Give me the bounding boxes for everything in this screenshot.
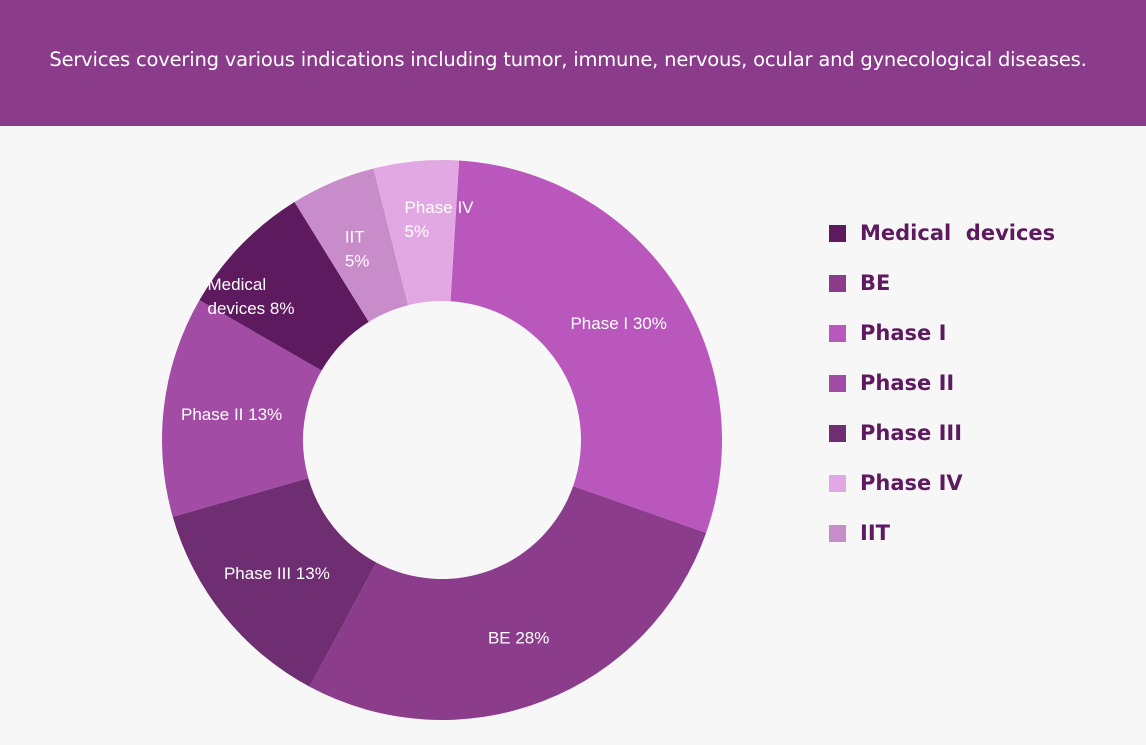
- legend-label: Phase IV: [860, 471, 963, 495]
- legend-item-medical-devices: Medical devices: [829, 208, 1055, 258]
- legend-item-phase-i: Phase I: [829, 308, 1055, 358]
- legend-swatch: [829, 474, 846, 492]
- pie-slice-iit: [294, 168, 409, 322]
- slice-label-be: BE 28%: [488, 629, 549, 648]
- slice-label-phase-ii: Phase II 13%: [181, 405, 282, 424]
- legend-label: BE: [860, 271, 891, 295]
- pie-slice-be: [309, 486, 707, 720]
- legend-swatch: [829, 374, 846, 392]
- header-banner: Services covering various indications in…: [0, 0, 1146, 126]
- chart-legend: Medical devices BE Phase I Phase II Phase II…: [829, 208, 1055, 558]
- legend-swatch: [829, 524, 846, 542]
- slice-label-phase-iii: Phase III 13%: [224, 564, 330, 583]
- legend-label: Phase II: [860, 371, 955, 395]
- legend-item-phase-iii: Phase III: [829, 408, 1055, 458]
- legend-label: Phase I: [860, 321, 947, 345]
- legend-swatch: [829, 224, 846, 242]
- legend-item-phase-iv: Phase IV: [829, 458, 1055, 508]
- pie-slice-medical-devices: [199, 202, 369, 371]
- pie-slice-phase-iii: [172, 478, 377, 687]
- pie-slice-phase-iv: [373, 160, 460, 306]
- legend-label: Phase III: [860, 421, 963, 445]
- legend-item-be: BE: [829, 258, 1055, 308]
- slice-label-iit: IIT 5%: [345, 227, 370, 270]
- slice-label-medical-devices: Medical devices 8%: [208, 275, 295, 318]
- pie-slice-phase-i: [450, 160, 722, 533]
- slice-label-phase-iv: Phase IV 5%: [405, 198, 475, 241]
- legend-swatch: [829, 424, 846, 442]
- banner-text: Services covering various indications in…: [49, 48, 1087, 71]
- legend-item-phase-ii: Phase II: [829, 358, 1055, 408]
- legend-label: IIT: [860, 521, 890, 545]
- legend-swatch: [829, 324, 846, 342]
- slice-label-phase-i: Phase I 30%: [570, 314, 666, 333]
- legend-label: Medical devices: [860, 221, 1056, 245]
- pie-slice-phase-ii: [162, 300, 322, 517]
- legend-item-iit: IIT: [829, 508, 1055, 558]
- legend-swatch: [829, 274, 846, 292]
